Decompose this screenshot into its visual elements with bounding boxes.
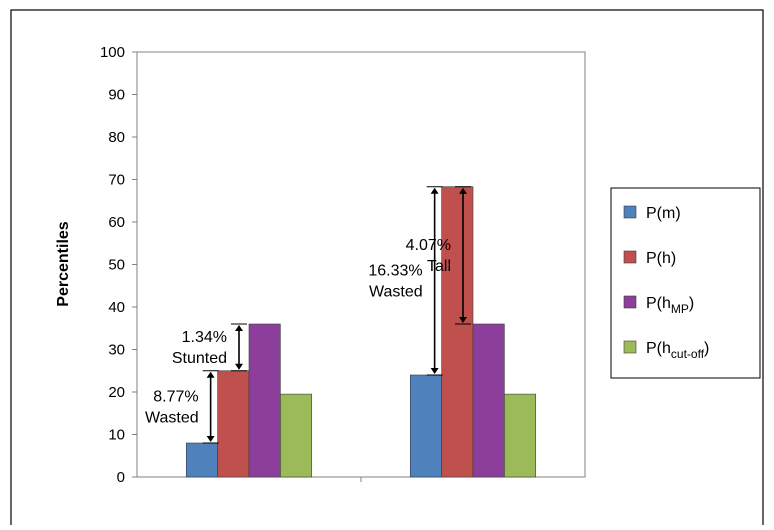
- bar: [248, 323, 281, 478]
- y-axis: 0 10 20 30 40 50 60 70 80 90 100: [100, 44, 137, 486]
- legend: P(m)P(h)P(hMP)P(hcut-off): [610, 187, 761, 379]
- y-tick-label: 80: [108, 129, 125, 146]
- y-tick-label: 40: [108, 299, 125, 316]
- y-axis-title: Percentiles: [55, 221, 72, 306]
- y-tick-label: 30: [108, 342, 125, 359]
- legend-label-main: P(h: [646, 295, 671, 312]
- annotations: 8.77% Wasted 1.34% Stunted 16.33% Wasted 4.07%…: [145, 186, 471, 444]
- arrow-head: [459, 317, 467, 323]
- bar: [217, 370, 250, 478]
- bar: [472, 323, 505, 478]
- arrow-head: [459, 187, 467, 194]
- legend-label: P(hMP): [646, 295, 694, 316]
- legend-swatch: [623, 205, 637, 219]
- bar: [280, 393, 313, 478]
- annotation-label: 8.77%: [153, 388, 198, 405]
- legend-label: P(h): [646, 250, 676, 267]
- arrow-head: [430, 187, 439, 194]
- legend-swatch: [623, 340, 637, 354]
- legend-swatch: [623, 250, 637, 264]
- arrow-head: [206, 371, 215, 378]
- bar: [441, 186, 474, 478]
- legend-swatch: [623, 295, 637, 309]
- annotation-label: Tall: [427, 258, 451, 275]
- arrow-head: [235, 363, 243, 370]
- y-tick-label: 90: [108, 87, 125, 104]
- y-tick-label: 10: [108, 427, 125, 444]
- legend-label-close: ): [704, 340, 709, 357]
- bar: [409, 374, 442, 478]
- y-tick-label: 60: [108, 214, 125, 231]
- legend-label-main: P(m): [646, 205, 681, 222]
- annotation-label: 4.07%: [406, 237, 451, 254]
- bar: [504, 393, 537, 478]
- legend-label: P(m): [646, 205, 681, 222]
- annotation-label: Wasted: [145, 409, 199, 426]
- bar: [185, 442, 218, 478]
- legend-label-subscript: MP: [671, 302, 689, 316]
- legend-label-main: P(h: [646, 340, 671, 357]
- legend-label-subscript: cut-off: [671, 347, 705, 361]
- y-tick-label: 20: [108, 384, 125, 401]
- y-tick-label: 50: [108, 257, 125, 274]
- bars: [185, 186, 537, 478]
- arrow-head: [206, 436, 215, 442]
- annotation-label: Stunted: [172, 350, 227, 367]
- y-tick-label: 0: [117, 469, 125, 486]
- y-tick-label: 70: [108, 172, 125, 189]
- arrow-head: [430, 368, 439, 374]
- annotation-label: Wasted: [369, 283, 423, 300]
- legend-label: P(hcut-off): [646, 340, 709, 361]
- arrow-head: [235, 325, 243, 331]
- annotation-label: 1.34%: [182, 329, 227, 346]
- annotation-label: 16.33%: [368, 262, 422, 279]
- legend-label-close: ): [689, 295, 694, 312]
- y-tick-label: 100: [100, 44, 125, 61]
- legend-label-main: P(h): [646, 250, 676, 267]
